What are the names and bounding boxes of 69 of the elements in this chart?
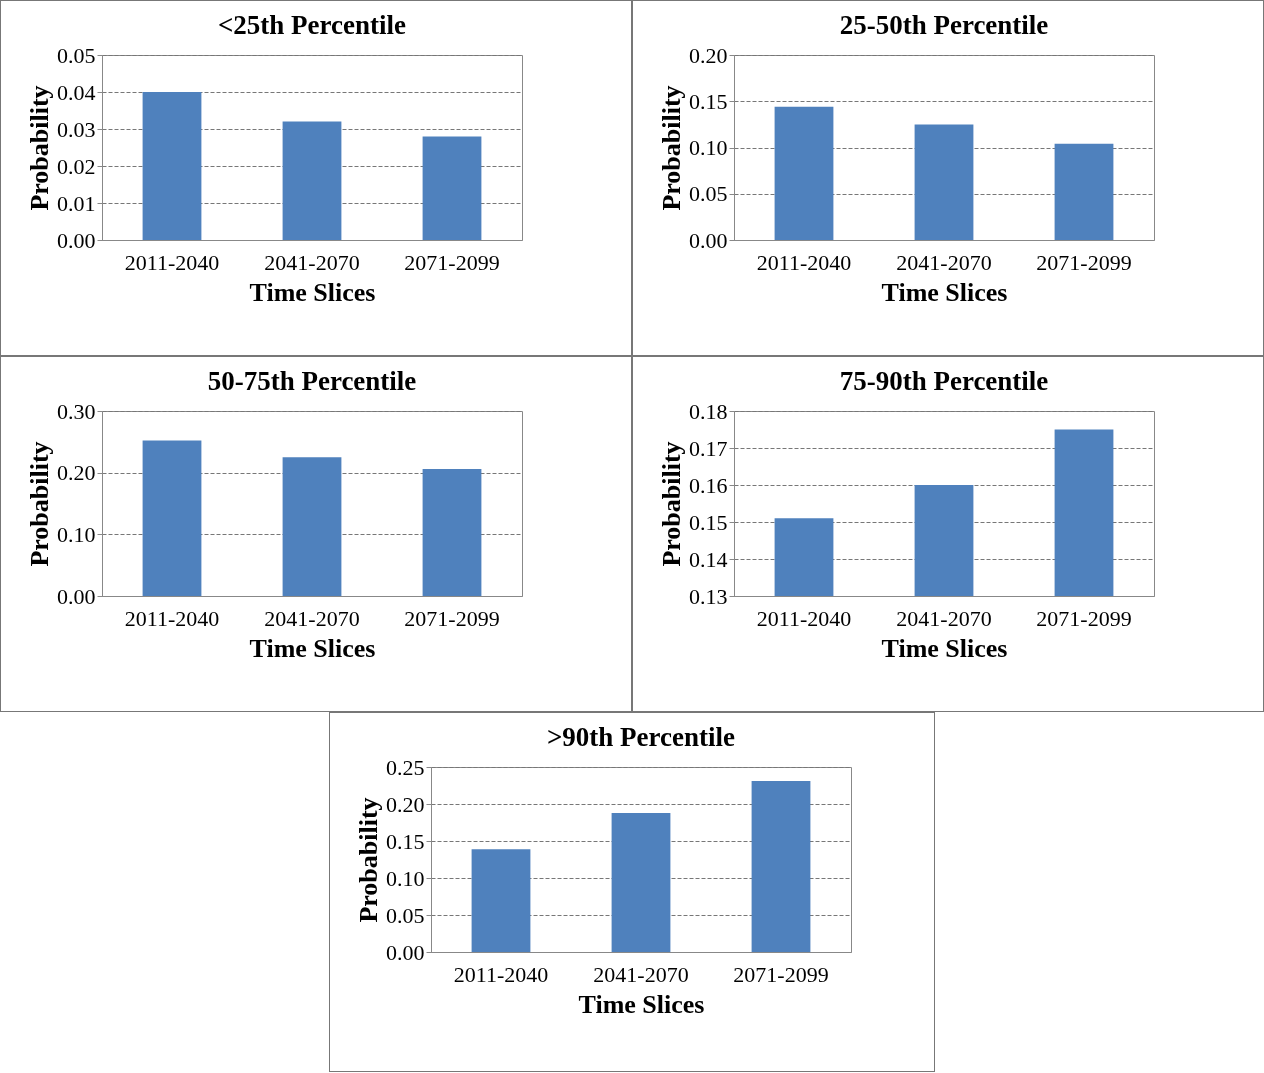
bar: [611, 812, 671, 952]
y-tick-label: 0.00: [386, 939, 425, 965]
x-tick-label: 2011-2040: [756, 605, 852, 631]
y-tick-label: 0.05: [386, 902, 425, 928]
bar: [751, 781, 811, 952]
x-tick-label: 2071-2099: [404, 249, 500, 275]
chart-title: >90th Percentile: [546, 722, 736, 752]
chart-title: <25th Percentile: [217, 10, 407, 40]
x-axis-title: Time Slices: [578, 989, 705, 1019]
x-tick-label: 2041-2070: [593, 961, 689, 987]
chart-title: 50-75th Percentile: [207, 366, 417, 396]
chart-title: 75-90th Percentile: [839, 366, 1049, 396]
y-tick-label: 0.15: [689, 88, 728, 114]
y-tick-label: 0.05: [57, 42, 96, 68]
x-axis-title: Time Slices: [249, 633, 376, 663]
x-tick-label: 2041-2070: [264, 605, 360, 631]
x-tick-label: 2071-2099: [1036, 249, 1132, 275]
y-tick-label: 0.20: [386, 791, 425, 817]
y-tick-label: 0.00: [689, 227, 728, 253]
y-tick-label: 0.02: [57, 153, 96, 179]
y-tick-label: 0.10: [57, 521, 96, 547]
x-tick-label: 2071-2099: [404, 605, 500, 631]
bar: [422, 468, 482, 596]
y-tick-label: 0.00: [57, 227, 96, 253]
y-tick-label: 0.03: [57, 116, 96, 142]
x-axis-title: Time Slices: [249, 277, 376, 307]
y-tick-label: 0.05: [689, 181, 728, 207]
y-axis-title: Probability: [25, 441, 54, 567]
x-tick-label: 2011-2040: [124, 249, 220, 275]
y-tick-label: 0.14: [689, 546, 728, 572]
bar: [142, 440, 202, 596]
y-tick-label: 0.01: [57, 190, 96, 216]
x-tick-label: 2071-2099: [733, 961, 829, 987]
x-tick-label: 2041-2070: [264, 249, 360, 275]
y-tick-label: 0.18: [689, 398, 728, 424]
bar: [282, 457, 342, 596]
bar: [282, 121, 342, 240]
x-tick-label: 2011-2040: [756, 249, 852, 275]
bar: [914, 124, 974, 240]
bar: [471, 849, 531, 952]
y-tick-label: 0.17: [689, 435, 728, 461]
y-tick-label: 0.00: [57, 583, 96, 609]
bar: [422, 136, 482, 240]
y-axis-title: Probability: [354, 797, 383, 923]
x-axis-title: Time Slices: [881, 277, 1008, 307]
y-tick-label: 0.04: [57, 79, 96, 105]
y-tick-label: 0.13: [689, 583, 728, 609]
chart-title: 25-50th Percentile: [839, 10, 1049, 40]
y-tick-label: 0.10: [689, 135, 728, 160]
y-axis-title: Probability: [657, 441, 686, 567]
x-tick-label: 2041-2070: [896, 249, 992, 275]
x-tick-label: 2011-2040: [453, 961, 549, 987]
bar: [1054, 143, 1114, 240]
x-axis-title: Time Slices: [881, 633, 1008, 663]
bar: [774, 106, 834, 240]
x-tick-label: 2071-2099: [1036, 605, 1132, 631]
y-tick-label: 0.30: [57, 398, 96, 424]
y-axis-title: Probability: [657, 85, 686, 211]
y-axis-title: Probability: [25, 85, 54, 211]
y-tick-label: 0.16: [689, 472, 728, 498]
y-tick-label: 0.10: [386, 865, 425, 891]
bar: [142, 92, 202, 240]
y-tick-label: 0.15: [689, 509, 728, 535]
x-tick-label: 2041-2070: [896, 605, 992, 631]
y-tick-label: 0.25: [386, 754, 425, 780]
y-tick-label: 0.15: [386, 828, 425, 854]
y-tick-label: 0.20: [57, 460, 96, 486]
x-tick-label: 2011-2040: [124, 605, 220, 631]
y-tick-label: 0.20: [689, 42, 728, 68]
